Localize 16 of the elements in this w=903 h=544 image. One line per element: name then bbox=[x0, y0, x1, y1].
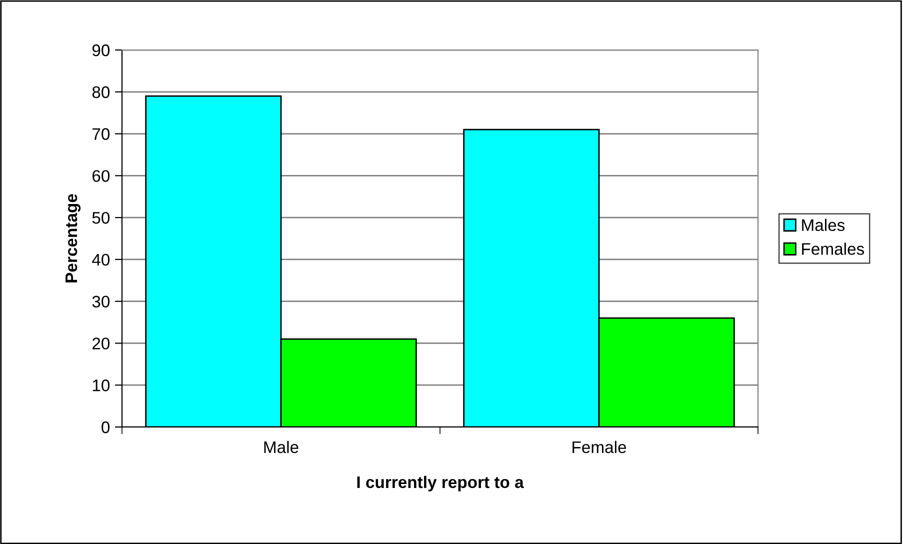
x-tick-label: Female bbox=[572, 440, 626, 454]
x-axis-title: I currently report to a bbox=[357, 476, 524, 492]
y-tick-label: 10 bbox=[92, 380, 110, 392]
y-tick-label: 30 bbox=[92, 296, 110, 308]
y-tick-label: 90 bbox=[92, 44, 110, 56]
x-tick-label: Male bbox=[264, 440, 298, 454]
y-tick-label: 50 bbox=[92, 212, 110, 224]
y-tick-label: 20 bbox=[92, 338, 110, 350]
y-axis-title: Percentage bbox=[66, 194, 81, 282]
y-tick-label: 60 bbox=[92, 170, 110, 182]
y-tick-label: 80 bbox=[92, 86, 110, 98]
legend-label: Males bbox=[802, 218, 845, 232]
y-tick-label: 0 bbox=[102, 421, 110, 434]
y-tick-label: 70 bbox=[92, 128, 110, 140]
legend-label: Females bbox=[802, 242, 864, 255]
y-tick-label: 40 bbox=[92, 254, 110, 266]
